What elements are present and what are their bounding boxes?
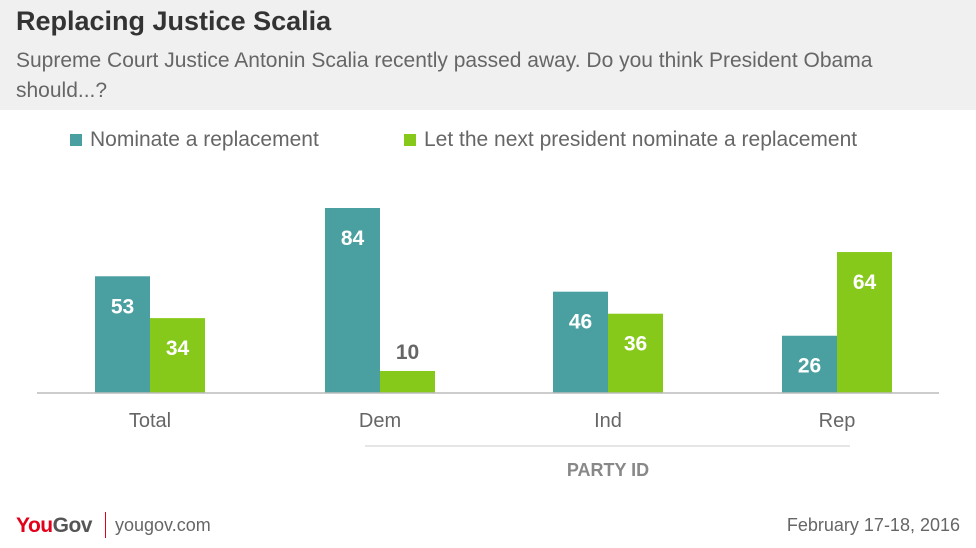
data-label-ind-s1: 46 xyxy=(569,311,592,334)
data-label-total-s1: 53 xyxy=(111,295,134,318)
chart-title: Replacing Justice Scalia xyxy=(16,6,332,36)
x-tick-label-dem: Dem xyxy=(359,410,401,432)
yougov-logo: YouGov xyxy=(16,514,92,537)
x-tick-label-total: Total xyxy=(129,410,171,432)
legend-item-nominate: Nominate a replacement xyxy=(70,128,319,152)
x-tick-label-rep: Rep xyxy=(819,410,856,432)
survey-date: February 17-18, 2016 xyxy=(786,515,960,535)
bar-rep-s2 xyxy=(837,252,892,393)
bar-total-s1 xyxy=(95,276,150,393)
data-label-rep-s1: 26 xyxy=(798,355,821,378)
bar-total-s2 xyxy=(150,318,205,393)
chart-subtitle: Supreme Court Justice Antonin Scalia rec… xyxy=(16,49,873,102)
data-label-ind-s2: 36 xyxy=(624,333,647,356)
legend-label-nominate: Nominate a replacement xyxy=(90,128,319,151)
data-label-rep-s2: 64 xyxy=(853,271,877,294)
legend-swatch-nominate xyxy=(70,134,82,146)
header-band: Replacing Justice Scalia Supreme Court J… xyxy=(0,0,976,110)
legend-label-next-president: Let the next president nominate a replac… xyxy=(424,128,858,151)
legend-swatch-next-president xyxy=(404,134,416,146)
data-label-dem-s2: 10 xyxy=(396,341,419,364)
footer-url: yougov.com xyxy=(115,515,211,535)
party-id-group-label: PARTY ID xyxy=(567,460,649,480)
bar-ind-s2 xyxy=(608,313,663,393)
data-label-total-s2: 34 xyxy=(166,337,190,360)
footer-divider xyxy=(105,512,106,538)
bar-dem-s2 xyxy=(380,370,435,393)
x-tick-label-ind: Ind xyxy=(594,410,622,432)
bar-ind-s1 xyxy=(553,291,608,393)
data-label-dem-s1: 84 xyxy=(341,227,365,250)
bar-rep-s1 xyxy=(782,335,837,393)
bar-dem-s1 xyxy=(325,208,380,393)
legend-item-next-president: Let the next president nominate a replac… xyxy=(404,128,857,152)
